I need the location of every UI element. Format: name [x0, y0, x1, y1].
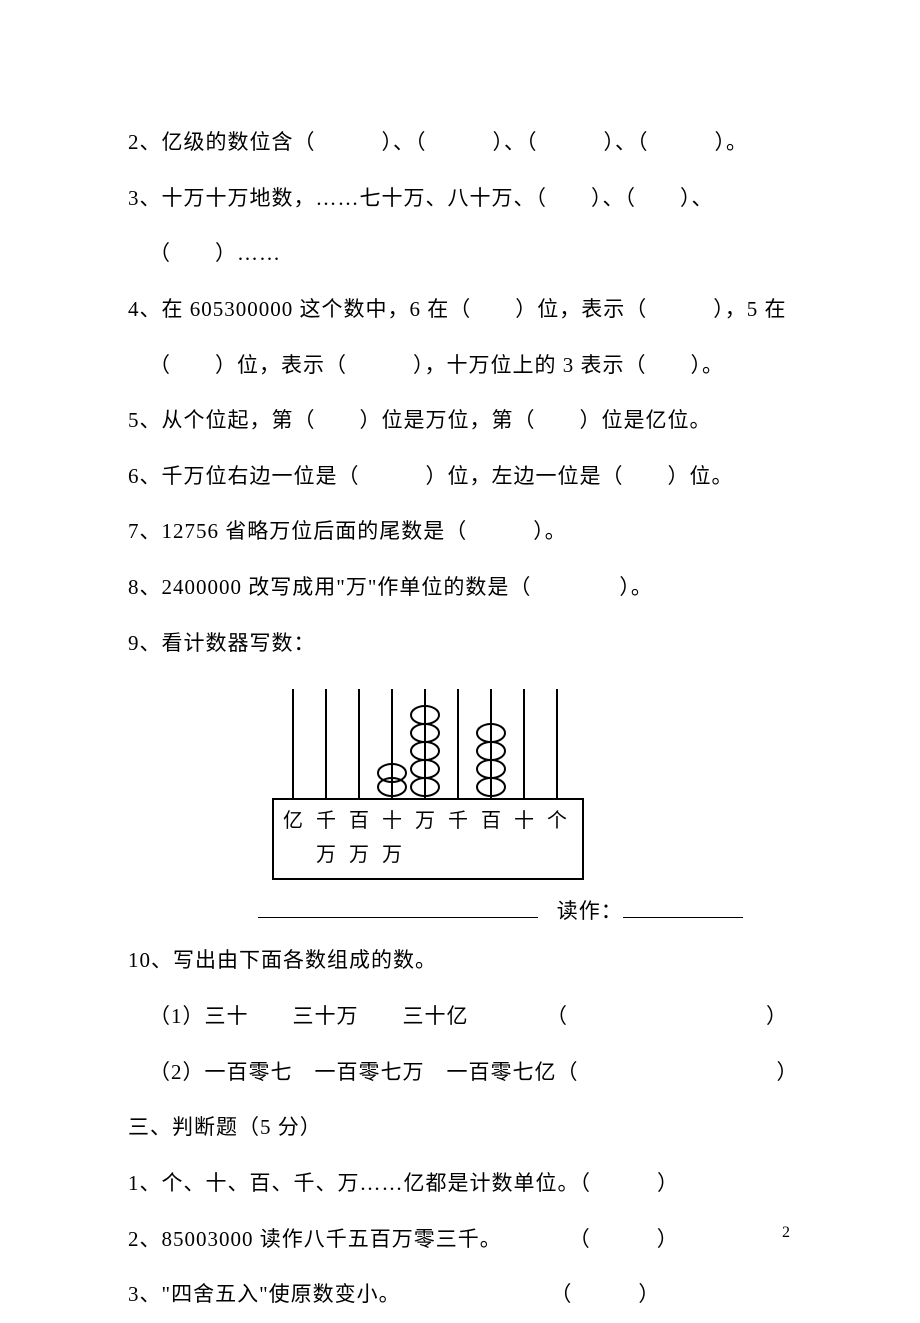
abacus-label: 万 — [316, 844, 336, 866]
question-3-line2: （ ）…… — [128, 226, 800, 282]
abacus-label: 百 — [349, 810, 369, 832]
judge-3: 3、"四舍五入"使原数变小。 （ ） — [128, 1267, 800, 1323]
read-as-label: 读作： — [557, 899, 623, 923]
write-number-line: 读作： — [258, 895, 800, 925]
abacus-label: 个 — [547, 809, 567, 832]
section-3-heading: 三、判断题（5 分） — [128, 1100, 800, 1156]
blank-underline — [258, 917, 538, 918]
question-7: 7、12756 省略万位后面的尾数是（ ）。 — [128, 504, 800, 560]
question-2: 2、亿级的数位含（ ）、（ ）、（ ）、（ ）。 — [128, 115, 800, 171]
question-10-2: （2）一百零七 一百零七万 一百零七亿（ ） — [128, 1045, 800, 1101]
question-10: 10、写出由下面各数组成的数。 — [128, 933, 800, 989]
question-9: 9、看计数器写数： — [128, 616, 800, 672]
abacus-label: 万 — [382, 844, 402, 866]
abacus-figure: 亿 千 百 十 万 千 百 十 个 万 万 万 — [258, 679, 598, 889]
question-5: 5、从个位起，第（ ）位是万位，第（ ）位是亿位。 — [128, 393, 800, 449]
question-4-line1: 4、在 605300000 这个数中，6 在（ ）位，表示（ ），5 在 — [128, 282, 800, 338]
page-number: 2 — [782, 1224, 790, 1242]
judge-2: 2、85003000 读作八千五百万零三千。 （ ） — [128, 1212, 800, 1268]
question-3-line1: 3、十万十万地数，……七十万、八十万、（ ）、（ ）、 — [128, 171, 800, 227]
abacus-label: 百 — [481, 810, 501, 832]
question-4-line2: （ ）位，表示（ ），十万位上的 3 表示（ ）。 — [128, 338, 800, 394]
abacus-icon: 亿 千 百 十 万 千 百 十 个 万 万 万 — [263, 679, 593, 889]
abacus-label: 万 — [415, 810, 435, 832]
abacus-label: 十 — [382, 809, 402, 832]
abacus-label: 千 — [448, 809, 468, 832]
abacus-label: 亿 — [283, 809, 303, 832]
abacus-label: 万 — [349, 844, 369, 866]
abacus-label: 十 — [514, 809, 534, 832]
blank-underline — [623, 917, 743, 918]
question-10-1: （1）三十 三十万 三十亿 （ ） — [128, 989, 800, 1045]
question-6: 6、千万位右边一位是（ ）位，左边一位是（ ）位。 — [128, 449, 800, 505]
document-page: 2、亿级的数位含（ ）、（ ）、（ ）、（ ）。 3、十万十万地数，……七十万、… — [0, 0, 920, 1302]
abacus-label: 千 — [316, 809, 336, 832]
question-8: 8、2400000 改写成用"万"作单位的数是（ ）。 — [128, 560, 800, 616]
judge-1: 1、个、十、百、千、万……亿都是计数单位。（ ） — [128, 1156, 800, 1212]
